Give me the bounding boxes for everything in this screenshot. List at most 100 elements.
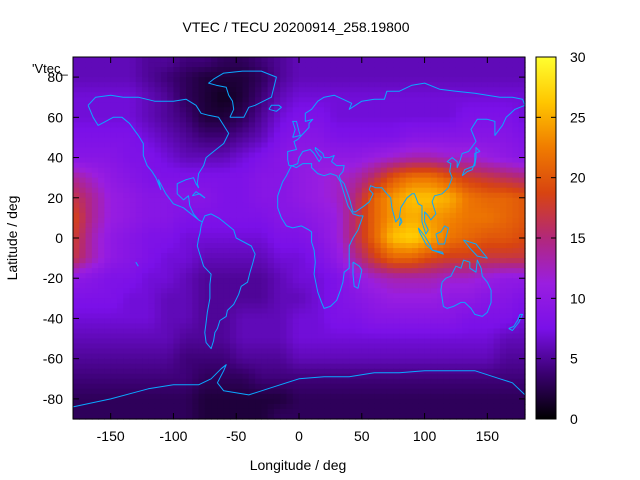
- heatmap-cell: [311, 162, 319, 169]
- heatmap-cell: [317, 353, 325, 360]
- heatmap-cell: [330, 368, 338, 375]
- heatmap-cell: [123, 398, 131, 405]
- heatmap-cell: [248, 403, 256, 410]
- heatmap-cell: [499, 167, 507, 174]
- heatmap-cell: [474, 288, 482, 294]
- heatmap-cell: [437, 338, 444, 345]
- heatmap-cell: [98, 278, 105, 284]
- heatmap-cell: [393, 263, 401, 269]
- heatmap-cell: [179, 92, 187, 98]
- heatmap-cell: [85, 278, 93, 284]
- heatmap-cell: [405, 72, 413, 78]
- heatmap-cell: [474, 152, 482, 159]
- heatmap-cell: [399, 278, 407, 284]
- heatmap-cell: [160, 373, 168, 380]
- heatmap-cell: [481, 157, 488, 164]
- heatmap-cell: [393, 293, 401, 299]
- heatmap-cell: [85, 167, 93, 174]
- heatmap-cell: [430, 107, 438, 113]
- heatmap-cell: [104, 253, 112, 259]
- heatmap-cell: [317, 62, 325, 68]
- heatmap-cell: [73, 253, 80, 259]
- heatmap-cell: [412, 268, 419, 274]
- heatmap-cell: [261, 303, 269, 309]
- heatmap-cell: [405, 152, 413, 159]
- heatmap-cell: [104, 77, 112, 83]
- heatmap-cell: [292, 62, 300, 68]
- heatmap-cell: [361, 353, 369, 360]
- heatmap-cell: [248, 343, 256, 350]
- heatmap-cell: [443, 253, 451, 259]
- heatmap-cell: [512, 97, 520, 103]
- heatmap-cell: [242, 358, 250, 365]
- heatmap-cell: [211, 398, 218, 405]
- heatmap-cell: [412, 67, 419, 73]
- heatmap-cell: [116, 62, 124, 68]
- heatmap-cell: [361, 238, 369, 244]
- heatmap-cell: [204, 323, 212, 330]
- heatmap-cell: [430, 298, 438, 304]
- heatmap-cell: [374, 323, 382, 330]
- heatmap-cell: [305, 82, 313, 88]
- heatmap-cell: [437, 248, 444, 254]
- heatmap-cell: [305, 152, 313, 159]
- heatmap-cell: [267, 243, 275, 249]
- heatmap-cell: [418, 358, 426, 365]
- heatmap-cell: [116, 212, 124, 219]
- heatmap-cell: [380, 152, 388, 159]
- heatmap-cell: [311, 348, 319, 355]
- heatmap-cell: [198, 177, 206, 184]
- heatmap-cell: [474, 107, 482, 113]
- heatmap-cell: [104, 308, 112, 315]
- heatmap-cell: [430, 263, 438, 269]
- heatmap-cell: [292, 338, 300, 345]
- heatmap-cell: [154, 343, 162, 350]
- heatmap-cell: [267, 177, 275, 184]
- heatmap-cell: [393, 378, 401, 385]
- heatmap-cell: [104, 353, 112, 360]
- heatmap-cell: [192, 157, 200, 164]
- heatmap-cell: [167, 388, 175, 395]
- heatmap-cell: [286, 112, 294, 118]
- heatmap-cell: [142, 202, 149, 209]
- heatmap-cell: [135, 222, 143, 229]
- heatmap-cell: [468, 268, 476, 274]
- heatmap-cell: [305, 207, 313, 214]
- heatmap-cell: [305, 293, 313, 299]
- heatmap-cell: [324, 378, 331, 385]
- heatmap-cell: [437, 77, 444, 83]
- heatmap-cell: [129, 328, 137, 335]
- heatmap-cell: [173, 353, 181, 360]
- heatmap-cell: [79, 403, 87, 410]
- heatmap-cell: [286, 122, 294, 128]
- heatmap-cell: [468, 238, 476, 244]
- heatmap-cell: [280, 97, 288, 103]
- heatmap-cell: [73, 117, 80, 123]
- heatmap-cell: [286, 298, 294, 304]
- heatmap-cell: [506, 338, 514, 345]
- heatmap-cell: [493, 102, 501, 108]
- heatmap-cell: [368, 268, 375, 274]
- heatmap-cell: [142, 212, 149, 219]
- heatmap-cell: [135, 82, 143, 88]
- heatmap-cell: [311, 227, 319, 234]
- heatmap-cell: [418, 142, 426, 149]
- heatmap-cell: [468, 57, 476, 63]
- heatmap-cell: [242, 298, 250, 304]
- heatmap-cell: [198, 298, 206, 304]
- heatmap-cell: [242, 177, 250, 184]
- heatmap-cell: [399, 162, 407, 169]
- heatmap-cell: [154, 378, 162, 385]
- heatmap-cell: [487, 62, 495, 68]
- heatmap-cell: [468, 77, 476, 83]
- heatmap-cell: [324, 162, 331, 169]
- heatmap-cell: [292, 258, 300, 264]
- heatmap-cell: [192, 77, 200, 83]
- heatmap-cell: [229, 222, 237, 229]
- heatmap-cell: [104, 323, 112, 330]
- heatmap-cell: [142, 383, 149, 390]
- heatmap-cell: [280, 363, 288, 370]
- heatmap-cell: [186, 67, 193, 73]
- heatmap-cell: [204, 82, 212, 88]
- heatmap-cell: [160, 72, 168, 78]
